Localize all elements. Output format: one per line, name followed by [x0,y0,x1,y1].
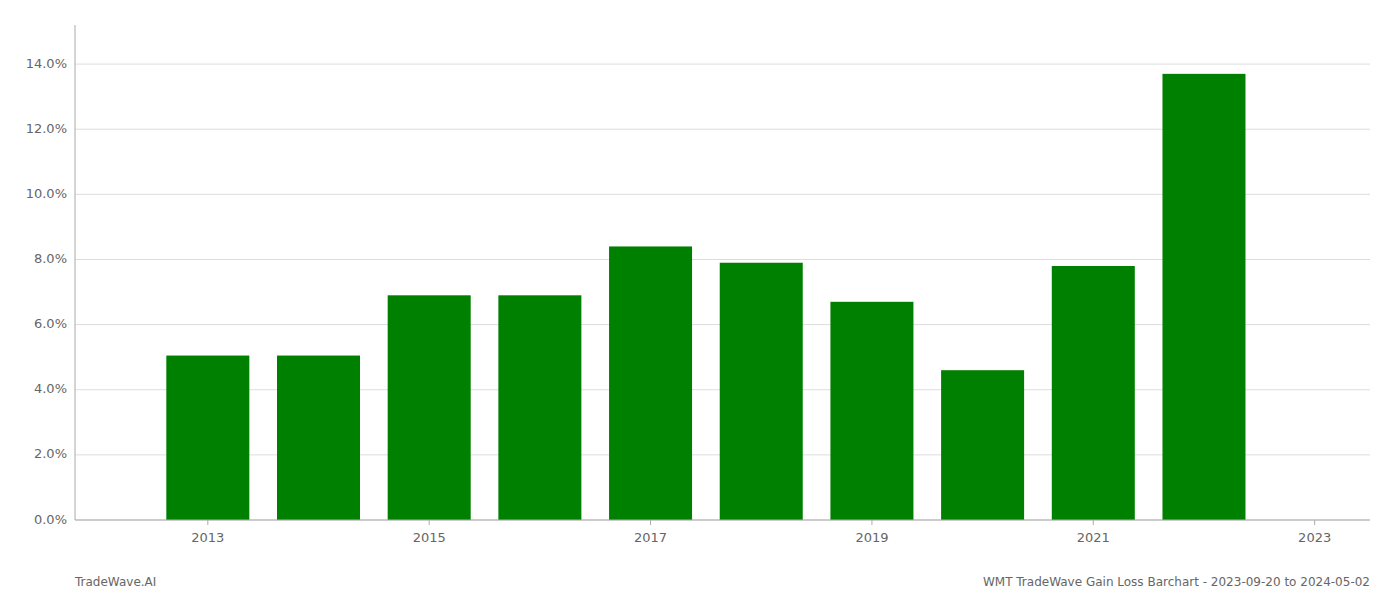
bar [720,263,803,520]
x-tick-label: 2019 [855,530,888,545]
bar [609,246,692,520]
y-tick-label: 0.0% [34,512,67,527]
x-tick [650,520,651,525]
footer-right: WMT TradeWave Gain Loss Barchart - 2023-… [983,575,1370,589]
bar [1162,74,1245,520]
footer-left: TradeWave.AI [74,575,156,589]
y-tick-label: 10.0% [26,186,67,201]
bar [277,356,360,520]
y-tick-label: 8.0% [34,251,67,266]
y-tick-label: 14.0% [26,56,67,71]
y-tick-label: 2.0% [34,446,67,461]
y-tick-label: 4.0% [34,381,67,396]
x-tick [871,520,872,525]
bar [388,295,471,520]
bar [166,356,249,520]
chart: 0.0% 2.0% 4.0% 6.0% 8.0% 10.0% 12.0% 14.0% 2013 2… [0,0,1400,600]
x-tick [1093,520,1094,525]
x-axis-line [75,520,1370,521]
x-tick-label: 2023 [1298,530,1331,545]
y-tick-label: 12.0% [26,121,67,136]
grid-line [75,520,1370,521]
y-axis-line [75,25,76,520]
x-tick-label: 2021 [1077,530,1110,545]
bar [941,370,1024,520]
x-tick [1314,520,1315,525]
grid [75,64,1370,520]
x-tick [207,520,208,525]
grid-line [75,64,1370,65]
x-tick-label: 2015 [413,530,446,545]
x-tick-label: 2017 [634,530,667,545]
x-tick-label: 2013 [191,530,224,545]
y-tick-label: 6.0% [34,316,67,331]
bar [830,302,913,520]
bar [1052,266,1135,520]
x-tick [429,520,430,525]
bar [498,295,581,520]
bars [166,74,1245,520]
